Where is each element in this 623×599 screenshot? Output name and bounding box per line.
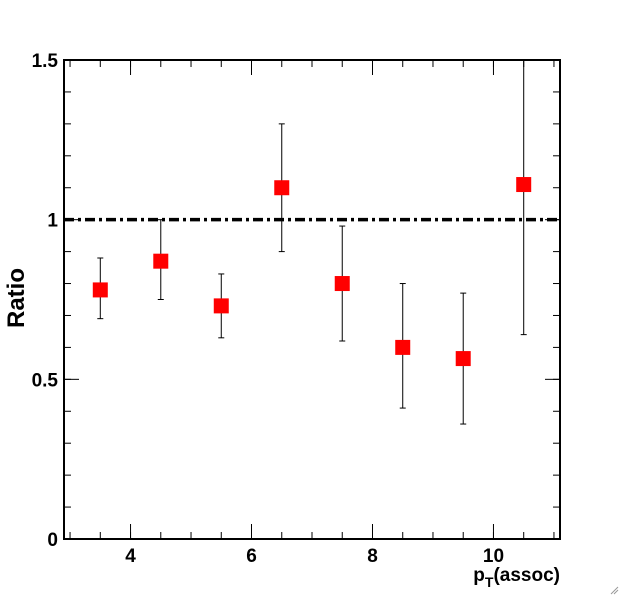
tick-labels: 4 6 8 10 0 0.5 1 1.5 bbox=[32, 51, 504, 567]
y-tick-label: 0.5 bbox=[32, 370, 59, 391]
data-point bbox=[516, 177, 532, 193]
minor-ticks bbox=[64, 59, 560, 540]
x-tick-label: 8 bbox=[367, 546, 378, 567]
x-tick-label: 10 bbox=[483, 546, 504, 567]
y-tick-label: 0 bbox=[47, 530, 58, 551]
x-axis-title-p: p bbox=[473, 565, 485, 586]
plot-frame bbox=[63, 59, 561, 540]
major-ticks bbox=[64, 59, 560, 540]
x-tick-label: 6 bbox=[246, 546, 257, 567]
resize-grip-icon[interactable] bbox=[609, 585, 619, 595]
data-point bbox=[274, 180, 290, 196]
y-tick-label: 1 bbox=[47, 211, 58, 232]
data-point bbox=[153, 253, 169, 269]
data-point bbox=[395, 339, 411, 355]
data-points bbox=[92, 59, 532, 425]
data-point bbox=[92, 282, 108, 298]
y-axis-title: Ratio bbox=[3, 268, 30, 328]
x-axis-title-rest: (assoc) bbox=[493, 565, 560, 586]
x-tick-label: 4 bbox=[125, 546, 136, 567]
data-point bbox=[455, 351, 471, 367]
data-point bbox=[213, 298, 229, 314]
x-axis-title: pT(assoc) bbox=[473, 565, 560, 590]
data-point bbox=[334, 276, 350, 292]
x-axis-title-subscript: T bbox=[485, 574, 494, 590]
y-tick-label: 1.5 bbox=[32, 51, 59, 72]
